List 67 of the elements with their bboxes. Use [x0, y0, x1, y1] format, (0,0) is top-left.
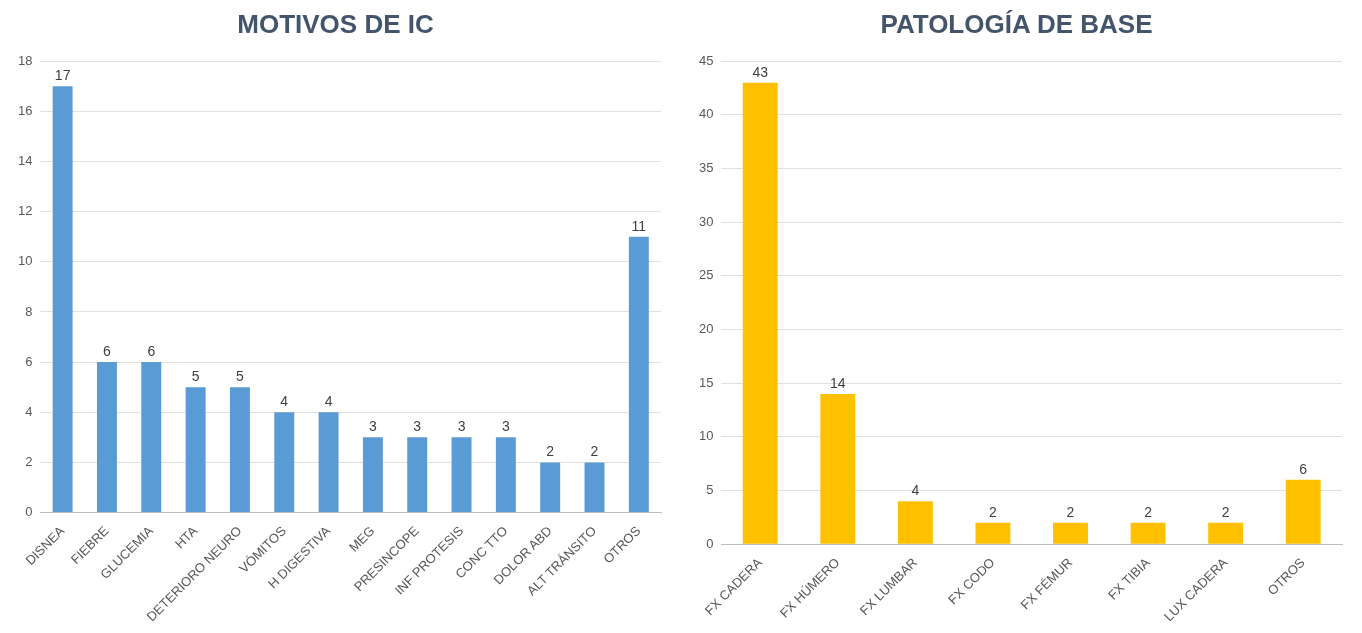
- y-tick-label: 25: [698, 267, 714, 283]
- data-label: 3: [368, 418, 377, 435]
- data-label: 2: [1221, 503, 1230, 520]
- bar: [1208, 522, 1244, 544]
- data-label: 2: [1144, 503, 1153, 520]
- y-tick-label: 35: [698, 160, 714, 176]
- bar: [820, 393, 856, 544]
- data-label: 2: [1066, 503, 1075, 520]
- bar: [96, 362, 117, 513]
- bar: [362, 437, 383, 513]
- y-tick-label: 12: [17, 203, 33, 219]
- y-tick-label: 18: [17, 52, 33, 68]
- y-tick-label: 6: [25, 353, 33, 369]
- bar: [897, 501, 933, 544]
- y-tick-label: 10: [698, 428, 714, 444]
- y-tick-label: 14: [17, 153, 33, 169]
- bar: [274, 412, 295, 513]
- y-tick-label: 8: [25, 303, 33, 319]
- bar: [540, 462, 561, 513]
- y-tick-label: 16: [17, 102, 33, 118]
- data-label: 3: [457, 418, 466, 435]
- data-label: 11: [631, 217, 647, 234]
- data-label: 3: [501, 418, 510, 435]
- data-label: 2: [590, 443, 599, 460]
- data-label: 17: [54, 67, 71, 84]
- y-tick-label: 40: [698, 106, 714, 122]
- data-label: 5: [236, 368, 245, 385]
- data-label: 14: [830, 374, 846, 391]
- data-label: 4: [280, 393, 289, 410]
- y-tick-label: 2: [25, 454, 33, 469]
- data-label: 6: [103, 342, 112, 359]
- data-label: 6: [1299, 460, 1308, 477]
- data-label: 4: [911, 482, 920, 499]
- bar: [52, 86, 73, 513]
- data-label: 43: [752, 63, 769, 80]
- bar: [141, 362, 162, 513]
- y-tick-label: 0: [25, 504, 33, 520]
- data-label: 5: [191, 368, 200, 385]
- bar: [975, 522, 1011, 544]
- bar: [584, 462, 605, 513]
- data-label: 3: [413, 418, 422, 435]
- data-label: 4: [324, 393, 333, 410]
- bar: [1130, 522, 1166, 544]
- bar: [742, 82, 778, 544]
- x-tick-label: HTA: [171, 522, 201, 552]
- bar: [229, 387, 250, 513]
- data-label: 6: [147, 342, 156, 359]
- y-tick-label: 30: [698, 213, 714, 229]
- y-tick-label: 0: [706, 535, 714, 551]
- bar: [451, 437, 472, 513]
- bar: [318, 412, 339, 513]
- y-tick-label: 15: [698, 374, 714, 390]
- y-tick-label: 10: [17, 253, 33, 269]
- data-label: 2: [546, 443, 555, 460]
- bar: [628, 236, 649, 513]
- bar: [407, 437, 428, 513]
- bar: [1285, 479, 1321, 544]
- bar: [1053, 522, 1088, 544]
- y-tick-label: 45: [698, 52, 714, 68]
- chart-title: MOTIVOS DE IC: [237, 8, 434, 39]
- y-tick-label: 4: [25, 403, 33, 419]
- bar: [495, 437, 516, 513]
- bar: [185, 387, 206, 513]
- y-tick-label: 5: [706, 482, 714, 498]
- data-label: 2: [989, 503, 998, 520]
- y-tick-label: 20: [698, 321, 714, 337]
- chart-title: PATOLOGÍA DE BASE: [880, 8, 1153, 39]
